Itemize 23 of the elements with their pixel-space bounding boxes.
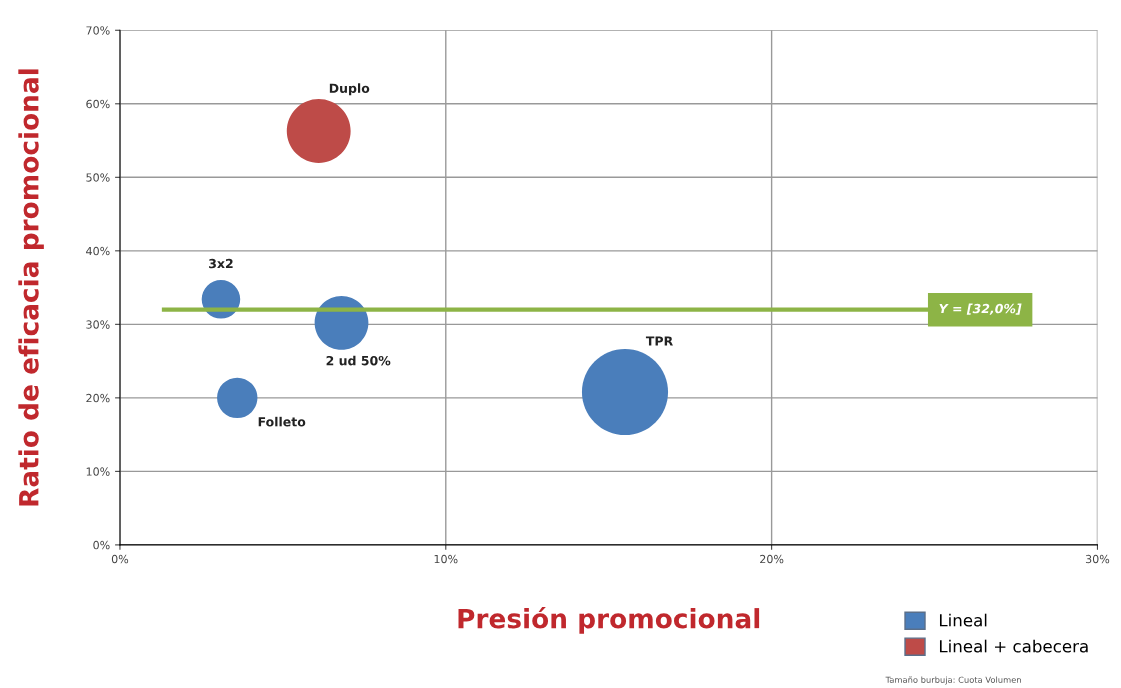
x-tick-label: 0% [111,554,129,564]
x-tick-label: 30% [1085,554,1110,564]
annotation: Duplo [329,83,370,96]
legend-label: Lineal + cabecera [939,639,1088,653]
annotation: Folleto [258,416,306,427]
y-tick-label: 40% [86,246,110,256]
annotation: 3x2 [209,258,233,269]
y-tick-label: 70% [86,26,110,35]
annotation: TPR [645,336,673,346]
x-tick-label: 10% [434,554,458,564]
x-tick-label: 20% [760,554,784,564]
annotation: 2 ud 50% [326,355,391,366]
y-tick-label: 10% [86,467,110,476]
x-axis-title: Presión promocional [458,607,760,634]
y-tick-label: 30% [86,320,110,329]
y-tick-label: 50% [86,173,110,182]
ref-line-label: Y = [32,0%] [939,303,1022,315]
text: Tamaño burbuja: Cuota Volumen [885,676,1021,685]
y-tick-label: 20% [86,393,110,403]
y-axis-title: Ratio de eficacia promocional [18,69,44,506]
y-tick-label: 60% [86,99,110,109]
y-tick-label: 0% [93,540,110,550]
legend-label: Lineal [939,613,987,627]
